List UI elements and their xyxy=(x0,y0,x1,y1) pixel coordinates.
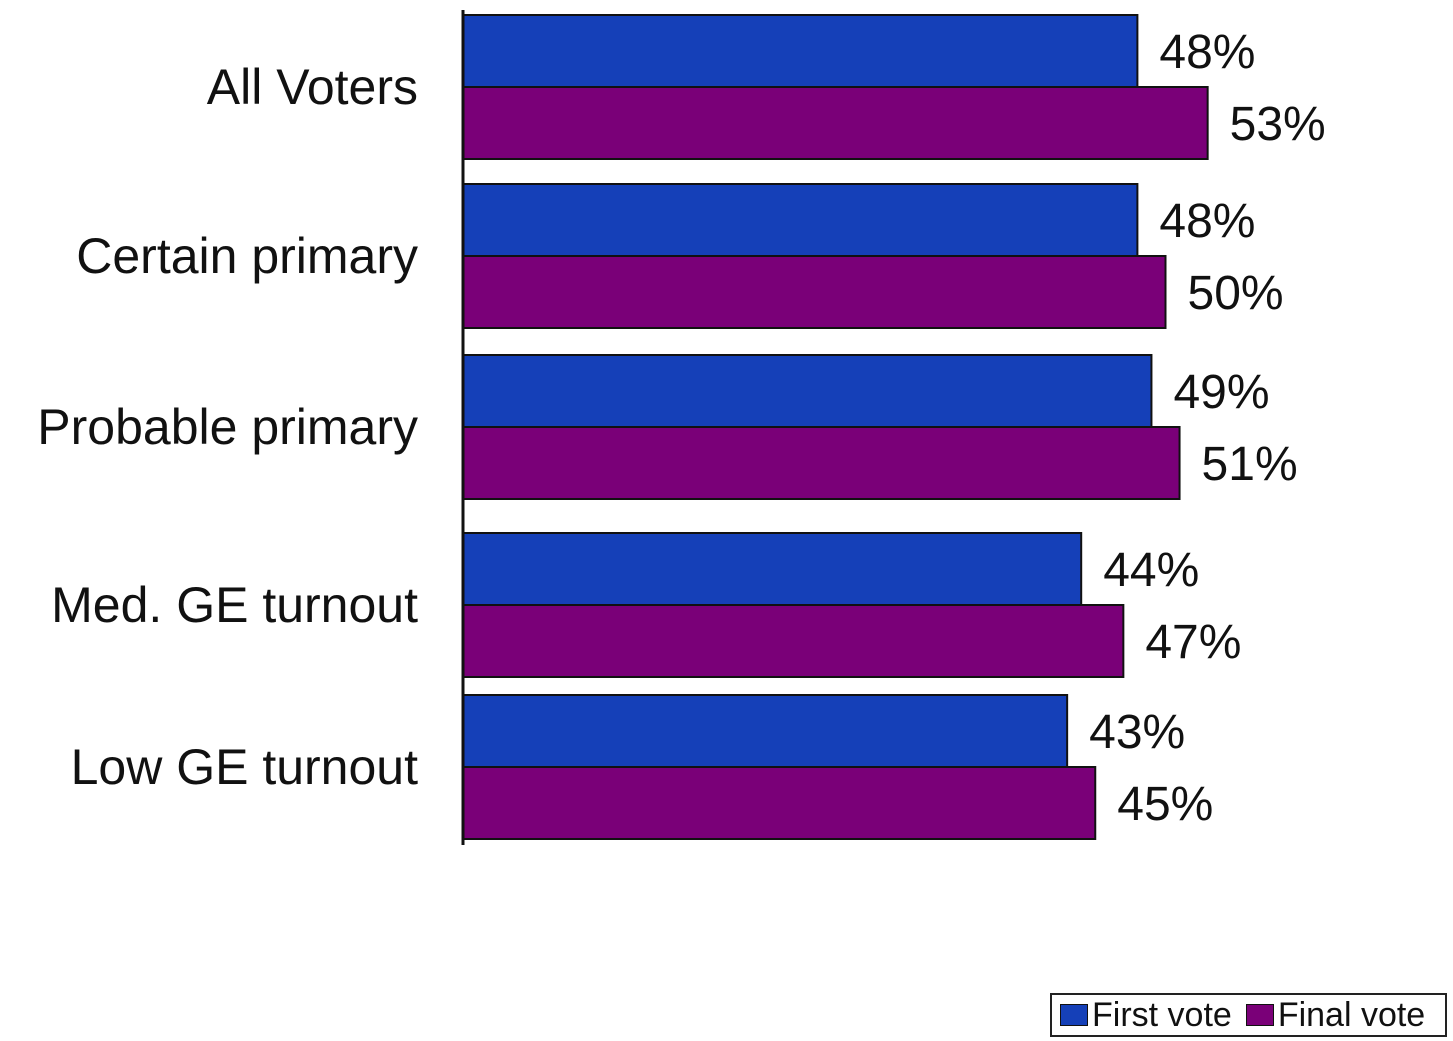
bar-first-vote-low-ge-turnout xyxy=(462,694,1069,768)
legend-label-first-vote: First vote xyxy=(1092,995,1232,1034)
category-label-probable-primary: Probable primary xyxy=(37,399,418,455)
bar-final-vote-low-ge-turnout xyxy=(462,766,1097,840)
value-label-final-vote-probable-primary: 51% xyxy=(1202,438,1298,491)
bars-group xyxy=(462,14,1209,840)
value-label-first-vote-low-ge-turnout: 43% xyxy=(1089,706,1185,759)
value-label-final-vote-certain-primary: 50% xyxy=(1188,267,1284,320)
value-label-first-vote-all-voters: 48% xyxy=(1159,26,1255,79)
legend: First vote Final vote xyxy=(1050,993,1447,1037)
category-labels: All Voters Certain primary Probable primar… xyxy=(37,59,418,795)
value-label-first-vote-certain-primary: 48% xyxy=(1159,195,1255,248)
category-label-low-ge-turnout: Low GE turnout xyxy=(71,739,419,795)
bar-chart: All Voters Certain primary Probable primar… xyxy=(37,10,1326,845)
value-label-first-vote-med-ge-turnout: 44% xyxy=(1103,544,1199,597)
bar-final-vote-certain-primary xyxy=(462,255,1167,329)
legend-label-final-vote: Final vote xyxy=(1277,995,1426,1034)
value-label-first-vote-probable-primary: 49% xyxy=(1173,366,1269,419)
legend-swatch-first-vote xyxy=(1060,1004,1088,1026)
value-label-final-vote-all-voters: 53% xyxy=(1230,98,1326,151)
bar-first-vote-probable-primary xyxy=(462,354,1153,428)
category-label-certain-primary: Certain primary xyxy=(76,228,418,284)
bar-first-vote-certain-primary xyxy=(462,183,1139,257)
value-labels: 48% 53% 48% 50% 49% 51%44% 47% 43% 45% xyxy=(1089,26,1326,831)
bar-final-vote-probable-primary xyxy=(462,426,1181,500)
bar-final-vote-all-voters xyxy=(462,86,1209,160)
category-label-all-voters: All Voters xyxy=(207,59,418,115)
bar-final-vote-med-ge-turnout xyxy=(462,604,1125,678)
legend-swatch-final-vote xyxy=(1245,1004,1274,1026)
value-label-final-vote-low-ge-turnout: 45% xyxy=(1117,778,1213,831)
category-label-med-ge-turnout: Med. GE turnout xyxy=(51,577,418,633)
bar-first-vote-all-voters xyxy=(462,14,1139,88)
bar-first-vote-med-ge-turnout xyxy=(462,532,1083,606)
legend-item-first-vote: First vote xyxy=(1060,996,1232,1035)
value-label-final-vote-med-ge-turnout: 47% xyxy=(1145,616,1241,669)
legend-item-final-vote: Final vote xyxy=(1245,995,1426,1035)
